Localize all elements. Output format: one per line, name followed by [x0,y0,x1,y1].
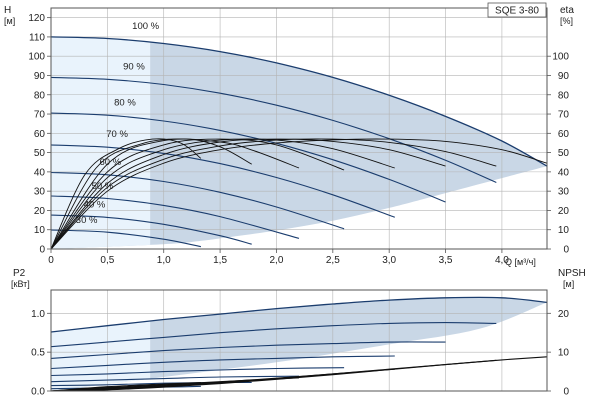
head-curve [50,144,395,218]
speed-label: 40 % [84,200,106,211]
y-tick-label: 30 [34,187,46,198]
y2-tick-label: 0 [563,387,569,398]
y2-tick-label: 20 [558,309,570,320]
y-tick-label: 110 [29,32,45,43]
head-curve [50,36,548,167]
x-tick-label: 0,5 [100,255,114,266]
power-curves [50,296,548,390]
power-chart: 0.0 0.5 1.0 0 10 20 P2 [кВт] NPSH [м] [11,268,586,398]
top-plot-frame [50,7,548,250]
power-axis-label: P2 [13,268,26,279]
head-curve [50,112,446,203]
eta-axis-unit: [%] [560,16,573,26]
power-curve [50,322,497,348]
head-curve [50,195,300,239]
efficiency-curve [50,138,446,250]
operating-area-light-region [51,297,151,391]
power-curve [50,341,446,359]
y2-tick-label: 30 [558,187,570,198]
npsh-curve [50,381,201,392]
x-tick-label: 2,5 [326,255,340,266]
y-tick-label: 60 [34,129,46,140]
y-tick-label: 50 [34,148,46,159]
x-tick-label: 3,5 [439,255,453,266]
operating-area-fill [51,36,547,250]
power-curve [50,355,395,370]
eta-axis-label: eta [560,5,574,16]
efficiency-curves [50,138,548,250]
speed-label: 100 % [132,21,159,32]
power-axis-unit: [кВт] [11,279,30,289]
efficiency-curve [50,138,345,250]
power-curve [50,296,548,333]
y-tick-label: 10 [34,225,46,236]
y-tick-label: 90 [34,71,46,82]
y2-tick-label: 10 [558,225,570,236]
efficiency-curve [50,138,395,250]
head-curve [50,76,497,184]
y-tick-label: 1.0 [31,309,45,320]
efficiency-curve [50,138,202,250]
power-curve [50,367,345,377]
y2-tick-label: 50 [558,148,570,159]
head-axis-ticks: 0 10 20 30 40 50 60 70 80 90 100 110 120 [28,13,51,256]
y-tick-label: 80 [34,90,46,101]
efficiency-curve [50,138,548,250]
x-tick-label: 1,5 [213,255,227,266]
top-grid [51,8,547,249]
x-tick-label: 2,0 [270,255,284,266]
y-tick-label: 70 [34,110,46,121]
head-curve [50,229,202,248]
y2-tick-label: 60 [558,129,570,140]
x-tick-label: 4,0 [495,255,509,266]
y2-tick-label: 80 [558,90,570,101]
y-tick-label: 120 [28,13,45,24]
npsh-curve [50,377,300,392]
y2-tick-label: 40 [558,167,570,178]
speed-label: 30 % [76,215,98,226]
y2-tick-label: 100 [552,52,569,63]
speed-label: 90 % [123,62,145,73]
model-title-box [487,2,547,18]
efficiency-curve [50,138,252,250]
y-tick-label: 20 [34,206,46,217]
bottom-plot-frame [50,289,548,392]
speed-label: 80 % [114,97,136,108]
y2-tick-label: 20 [558,206,570,217]
y-tick-label: 0.0 [31,387,45,398]
y2-tick-label: 90 [558,71,570,82]
head-curves [50,36,548,248]
flow-axis-label: Q [м³/ч] [505,257,536,267]
head-axis-label: H [4,5,11,16]
y-tick-label: 0.5 [31,348,45,359]
y2-tick-label: 70 [558,110,570,121]
power-axis-ticks: 0.0 0.5 1.0 [31,309,51,398]
y-tick-label: 40 [34,167,46,178]
head-curve [50,214,252,245]
eta-axis-ticks: 0 10 20 30 40 50 60 70 80 90 100 [547,52,569,256]
head-axis-unit: [м] [4,16,15,26]
speed-label: 60 % [99,157,121,168]
head-curve [50,171,345,230]
y2-tick-label: 0 [563,245,569,256]
flow-axis-ticks: 0 0,5 1,0 1,5 2,0 2,5 3,0 3,5 4,0 [48,249,509,266]
power-curve [50,375,300,383]
y-tick-label: 100 [28,52,45,63]
x-tick-label: 1,0 [157,255,171,266]
npsh-curves [50,356,548,392]
y-tick-label: 0 [39,245,45,256]
model-title: SQE 3-80 [495,6,539,17]
npsh-axis-ticks: 0 10 20 [547,309,569,398]
head-chart: 100 % 90 % 80 % 70 % 60 % 50 % 40 % 30 % 0 10 20 3… [4,2,574,267]
speed-label: 50 % [92,181,114,192]
x-tick-label: 0 [48,255,54,266]
speed-label: 70 % [106,129,128,140]
x-tick-label: 3,0 [382,255,396,266]
npsh-axis-unit: [м] [563,279,574,289]
y2-tick-label: 10 [558,348,570,359]
npsh-axis-label: NPSH [558,268,586,279]
speed-labels: 100 % 90 % 80 % 70 % 60 % 50 % 40 % 30 % [76,21,160,226]
